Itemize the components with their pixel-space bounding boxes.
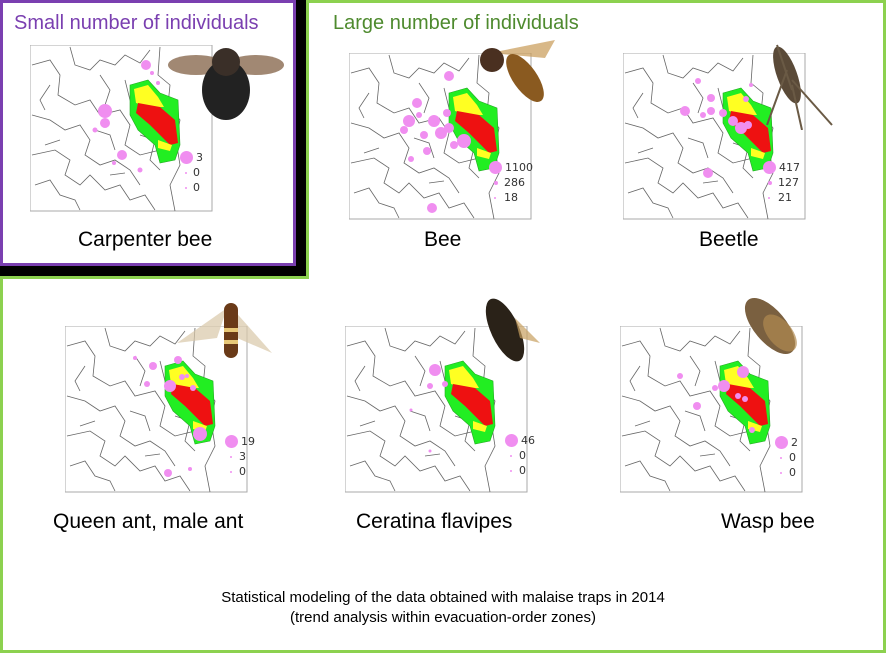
- legend-carpenter-bee: 3 0 0: [180, 150, 203, 195]
- caption-bee: Bee: [424, 228, 462, 251]
- bee-image: [470, 38, 565, 118]
- wasp-bee-image: [725, 288, 815, 368]
- queen-ant-image: [172, 298, 277, 368]
- panel-queen-ant: 19 3 0: [65, 326, 325, 546]
- panel-ceratina: 46 0 0: [345, 326, 605, 546]
- ceratina-image: [460, 288, 545, 373]
- map-ceratina: [345, 326, 528, 493]
- beetle-image: [752, 30, 842, 135]
- legend-ceratina: 46 0 0: [505, 433, 535, 478]
- legend-queen-ant: 19 3 0: [225, 434, 255, 479]
- carpenter-bee-image: [166, 40, 286, 135]
- legend-bee: 1100 286 18: [489, 160, 533, 205]
- caption-ceratina: Ceratina flavipes: [356, 510, 513, 533]
- map-wasp-bee: [620, 326, 803, 493]
- panel-beetle: 417 127 21: [623, 53, 883, 273]
- panel-bee: 1100 286 18: [349, 53, 609, 273]
- small-group-title: Small number of individuals: [14, 12, 259, 34]
- figure-caption-line2: (trend analysis within evacuation-order …: [290, 609, 596, 626]
- map-bee: [349, 53, 532, 220]
- legend-beetle: 417 127 21: [763, 160, 800, 205]
- legend-wasp-bee: 2 0 0: [775, 435, 798, 480]
- caption-carpenter-bee: Carpenter bee: [78, 228, 213, 251]
- panel-carpenter-bee: 3 0 0: [30, 45, 290, 265]
- map-queen-ant: [65, 326, 248, 493]
- large-group-title: Large number of individuals: [333, 12, 579, 34]
- figure-caption-line1: Statistical modeling of the data obtaine…: [221, 589, 665, 606]
- caption-wasp-bee: Wasp bee: [721, 510, 815, 533]
- panel-wasp-bee: 2 0 0: [620, 326, 880, 546]
- map-beetle: [623, 53, 806, 220]
- map-carpenter-bee: [30, 45, 213, 212]
- frame-joint: [309, 276, 883, 282]
- caption-beetle: Beetle: [699, 228, 759, 251]
- figure-caption: Statistical modeling of the data obtaine…: [0, 588, 886, 628]
- caption-queen-ant: Queen ant, male ant: [53, 510, 244, 533]
